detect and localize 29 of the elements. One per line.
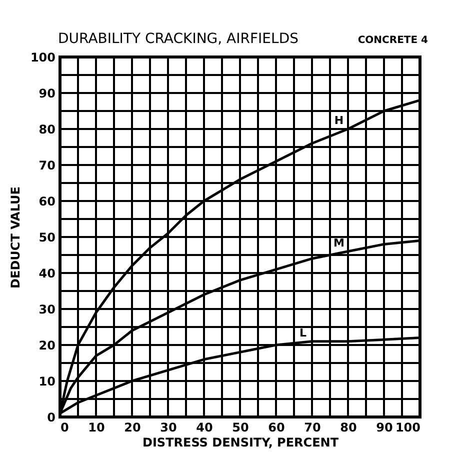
series-label: M <box>334 236 344 250</box>
y-tick-label: 20 <box>38 338 56 352</box>
y-tick-label: 60 <box>38 194 56 208</box>
y-tick-label: 30 <box>38 302 56 316</box>
x-tick-label: 60 <box>268 420 285 434</box>
y-tick-label: 80 <box>38 122 56 136</box>
y-tick-label: 70 <box>38 158 56 172</box>
y-tick-label: 10 <box>38 374 56 388</box>
x-axis-title: DISTRESS DENSITY, PERCENT <box>142 436 340 450</box>
x-tick-label: 40 <box>196 420 213 434</box>
x-tick-label: 50 <box>232 420 249 434</box>
x-tick-label: 90 <box>376 420 393 434</box>
x-tick-label: 80 <box>340 420 357 434</box>
x-tick-label: 0 <box>60 420 69 434</box>
x-tick-label: 70 <box>304 420 321 434</box>
x-tick-label: 20 <box>124 420 141 434</box>
x-tick-label: 100 <box>395 420 420 434</box>
y-tick-label: 90 <box>38 86 56 100</box>
y-tick-label: 0 <box>47 410 56 424</box>
series-label: H <box>334 114 344 127</box>
x-tick-label: 30 <box>160 420 177 434</box>
chart-subtitle: CONCRETE 4 <box>358 35 428 46</box>
y-tick-label: 50 <box>38 230 56 244</box>
y-axis-title: DEDUCT VALUE <box>8 186 22 288</box>
chart-title: DURABILITY CRACKING, AIRFIELDS <box>58 31 299 47</box>
y-tick-label: 40 <box>38 266 56 280</box>
y-tick-label: 100 <box>30 50 56 64</box>
x-tick-label: 10 <box>88 420 105 434</box>
series-label: L <box>299 326 307 340</box>
